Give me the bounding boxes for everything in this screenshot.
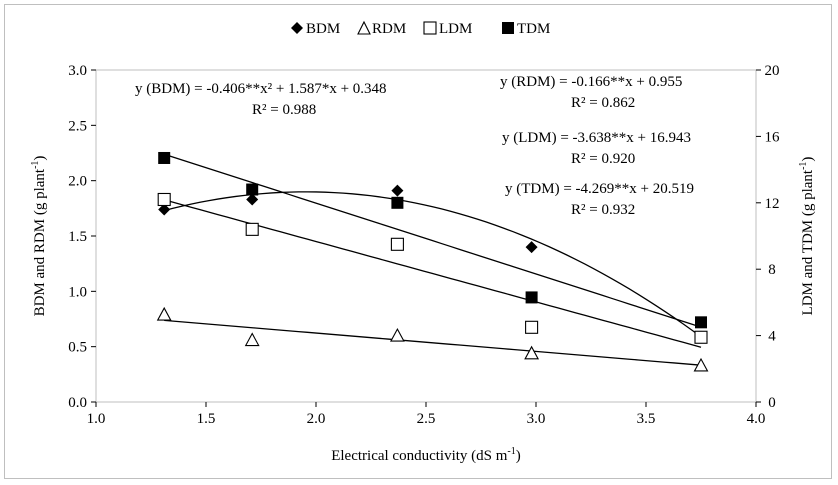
fit-line-ldm <box>164 199 702 348</box>
y-left-tick-label: 0.5 <box>68 340 87 356</box>
x-tick-label: 3.0 <box>527 411 546 427</box>
point-bdm <box>391 184 404 197</box>
point-tdm <box>246 183 259 196</box>
chart-frame <box>4 4 832 479</box>
point-tdm <box>158 151 171 164</box>
point-ldm <box>157 192 171 207</box>
y-right-axis-title: LDM and TDM (g plant-1) <box>798 157 816 316</box>
tdm-equation: y (TDM) = -4.269**x + 20.519 <box>505 181 694 197</box>
point-ldm <box>390 237 404 251</box>
bdm-equation: y (BDM) = -0.406**x² + 1.587*x + 0.348 <box>135 81 387 97</box>
point-rdm <box>693 357 709 372</box>
point-ldm <box>525 320 539 334</box>
y-left-tick-label: 3.0 <box>68 63 87 79</box>
legend-tdm-label: TDM <box>517 21 550 37</box>
legend-rdm-marker <box>357 20 371 35</box>
fit-line-rdm <box>164 319 702 366</box>
point-tdm <box>525 291 538 304</box>
x-tick-label: 2.5 <box>417 411 436 427</box>
x-tick-label: 1.0 <box>87 411 106 427</box>
legend-rdm-label: RDM <box>372 21 406 37</box>
y-right-tick-label: 20 <box>765 63 780 79</box>
point-rdm <box>156 306 172 321</box>
y-right-tick-label: 0 <box>768 395 776 411</box>
y-right-tick-label: 4 <box>768 329 776 345</box>
legend-ldm-marker <box>423 21 437 35</box>
plot-area <box>95 69 757 403</box>
ldm-equation: y (LDM) = -3.638**x + 16.943 <box>502 130 691 146</box>
y-left-tick-label: 1.5 <box>68 229 87 245</box>
x-tick-label: 2.0 <box>307 411 326 427</box>
point-tdm <box>695 316 707 329</box>
point-ldm <box>245 222 259 236</box>
y-left-tick-label: 1.0 <box>68 284 87 300</box>
bdm-r2: R² = 0.988 <box>252 102 316 118</box>
x-tick-label: 1.5 <box>197 411 216 427</box>
tdm-r2: R² = 0.932 <box>571 202 635 218</box>
point-bdm <box>158 203 171 216</box>
fit-line-tdm <box>164 153 702 328</box>
legend-ldm-label: LDM <box>439 21 472 37</box>
legend-bdm-label: BDM <box>306 21 340 37</box>
point-tdm <box>391 196 404 209</box>
y-right-tick-label: 16 <box>765 129 781 145</box>
point-bdm <box>525 241 538 254</box>
annotations: y (BDM) = -0.406**x² + 1.587*x + 0.348 R… <box>135 74 694 218</box>
ldm-r2: R² = 0.920 <box>571 151 635 167</box>
y-left-tick-label: 0.0 <box>68 395 87 411</box>
x-tick-label: 4.0 <box>747 411 766 427</box>
y-left-tick-label: 2.0 <box>68 174 87 190</box>
axis-ticks: 1.0 1.5 2.0 2.5 3.0 3.5 4.0 0.0 0.5 1.0 1.5 2.0 2.5 3… <box>68 63 780 427</box>
y-left-tick-label: 2.5 <box>68 118 87 134</box>
legend-tdm-marker <box>502 22 514 34</box>
rdm-equation: y (RDM) = -0.166**x + 0.955 <box>500 74 682 90</box>
point-bdm <box>246 193 259 206</box>
y-left-axis-title: BDM and RDM (g plant-1) <box>30 156 48 317</box>
point-rdm <box>524 345 540 360</box>
y-right-tick-label: 8 <box>768 262 776 278</box>
legend-bdm-marker <box>291 22 303 34</box>
x-axis-title: Electrical conductivity (dS m-1) <box>331 446 521 464</box>
data-marks <box>156 151 709 372</box>
point-ldm <box>694 330 708 344</box>
rdm-r2: R² = 0.862 <box>571 95 635 111</box>
point-rdm <box>244 332 260 347</box>
y-right-tick-label: 12 <box>765 196 780 212</box>
point-rdm <box>389 327 405 342</box>
x-tick-label: 3.5 <box>637 411 656 427</box>
legend: BDM RDM LDM TDM <box>291 20 550 37</box>
